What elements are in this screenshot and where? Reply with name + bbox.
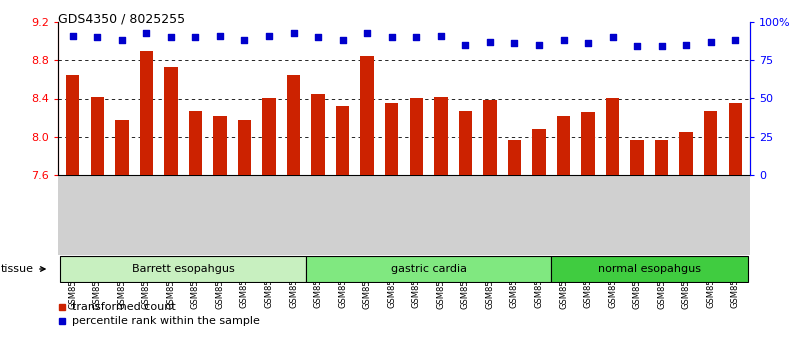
Point — [336, 38, 349, 43]
Point — [655, 44, 668, 49]
Bar — [115, 120, 128, 175]
Point — [385, 34, 398, 40]
Point — [66, 33, 79, 39]
Bar — [336, 106, 349, 175]
Text: gastric cardia: gastric cardia — [391, 264, 466, 274]
Point — [91, 34, 103, 40]
Bar — [311, 94, 325, 175]
Bar — [630, 139, 644, 175]
Bar — [263, 98, 275, 175]
Bar — [287, 75, 300, 175]
Text: percentile rank within the sample: percentile rank within the sample — [72, 316, 259, 326]
Bar — [680, 132, 693, 175]
Point — [582, 41, 595, 46]
Point — [557, 38, 570, 43]
Bar — [361, 56, 374, 175]
Bar — [556, 116, 570, 175]
Point — [459, 42, 472, 48]
Bar — [728, 103, 742, 175]
Bar — [164, 67, 178, 175]
Bar — [213, 116, 227, 175]
Text: normal esopahgus: normal esopahgus — [598, 264, 701, 274]
Text: Barrett esopahgus: Barrett esopahgus — [132, 264, 235, 274]
Bar — [581, 112, 595, 175]
Point — [361, 30, 373, 35]
Bar — [238, 120, 252, 175]
Bar — [704, 111, 717, 175]
Point — [508, 41, 521, 46]
Bar — [189, 111, 202, 175]
Bar — [434, 97, 447, 175]
Point — [680, 42, 693, 48]
Bar — [552, 256, 747, 282]
Point — [729, 38, 742, 43]
Point — [238, 38, 251, 43]
Bar — [66, 75, 80, 175]
Bar — [91, 97, 104, 175]
Point — [287, 30, 300, 35]
Point — [213, 33, 226, 39]
Point — [483, 39, 496, 45]
Point — [140, 30, 153, 35]
Point — [263, 33, 275, 39]
Bar — [483, 101, 497, 175]
Point — [312, 34, 325, 40]
Point — [704, 39, 717, 45]
Text: transformed count: transformed count — [72, 302, 175, 312]
Bar — [606, 98, 619, 175]
Point — [115, 38, 128, 43]
Point — [607, 34, 619, 40]
Point — [165, 34, 178, 40]
Bar — [409, 98, 423, 175]
Bar — [139, 51, 153, 175]
Point — [189, 34, 202, 40]
Bar — [458, 111, 472, 175]
Bar — [385, 103, 399, 175]
Point — [410, 34, 423, 40]
Text: GDS4350 / 8025255: GDS4350 / 8025255 — [58, 12, 185, 25]
Bar — [60, 256, 306, 282]
Bar — [306, 256, 552, 282]
Point — [533, 42, 545, 48]
Point — [630, 44, 643, 49]
Text: tissue: tissue — [1, 264, 45, 274]
Bar — [533, 129, 546, 175]
Bar — [508, 139, 521, 175]
Bar — [655, 139, 669, 175]
Point — [435, 33, 447, 39]
